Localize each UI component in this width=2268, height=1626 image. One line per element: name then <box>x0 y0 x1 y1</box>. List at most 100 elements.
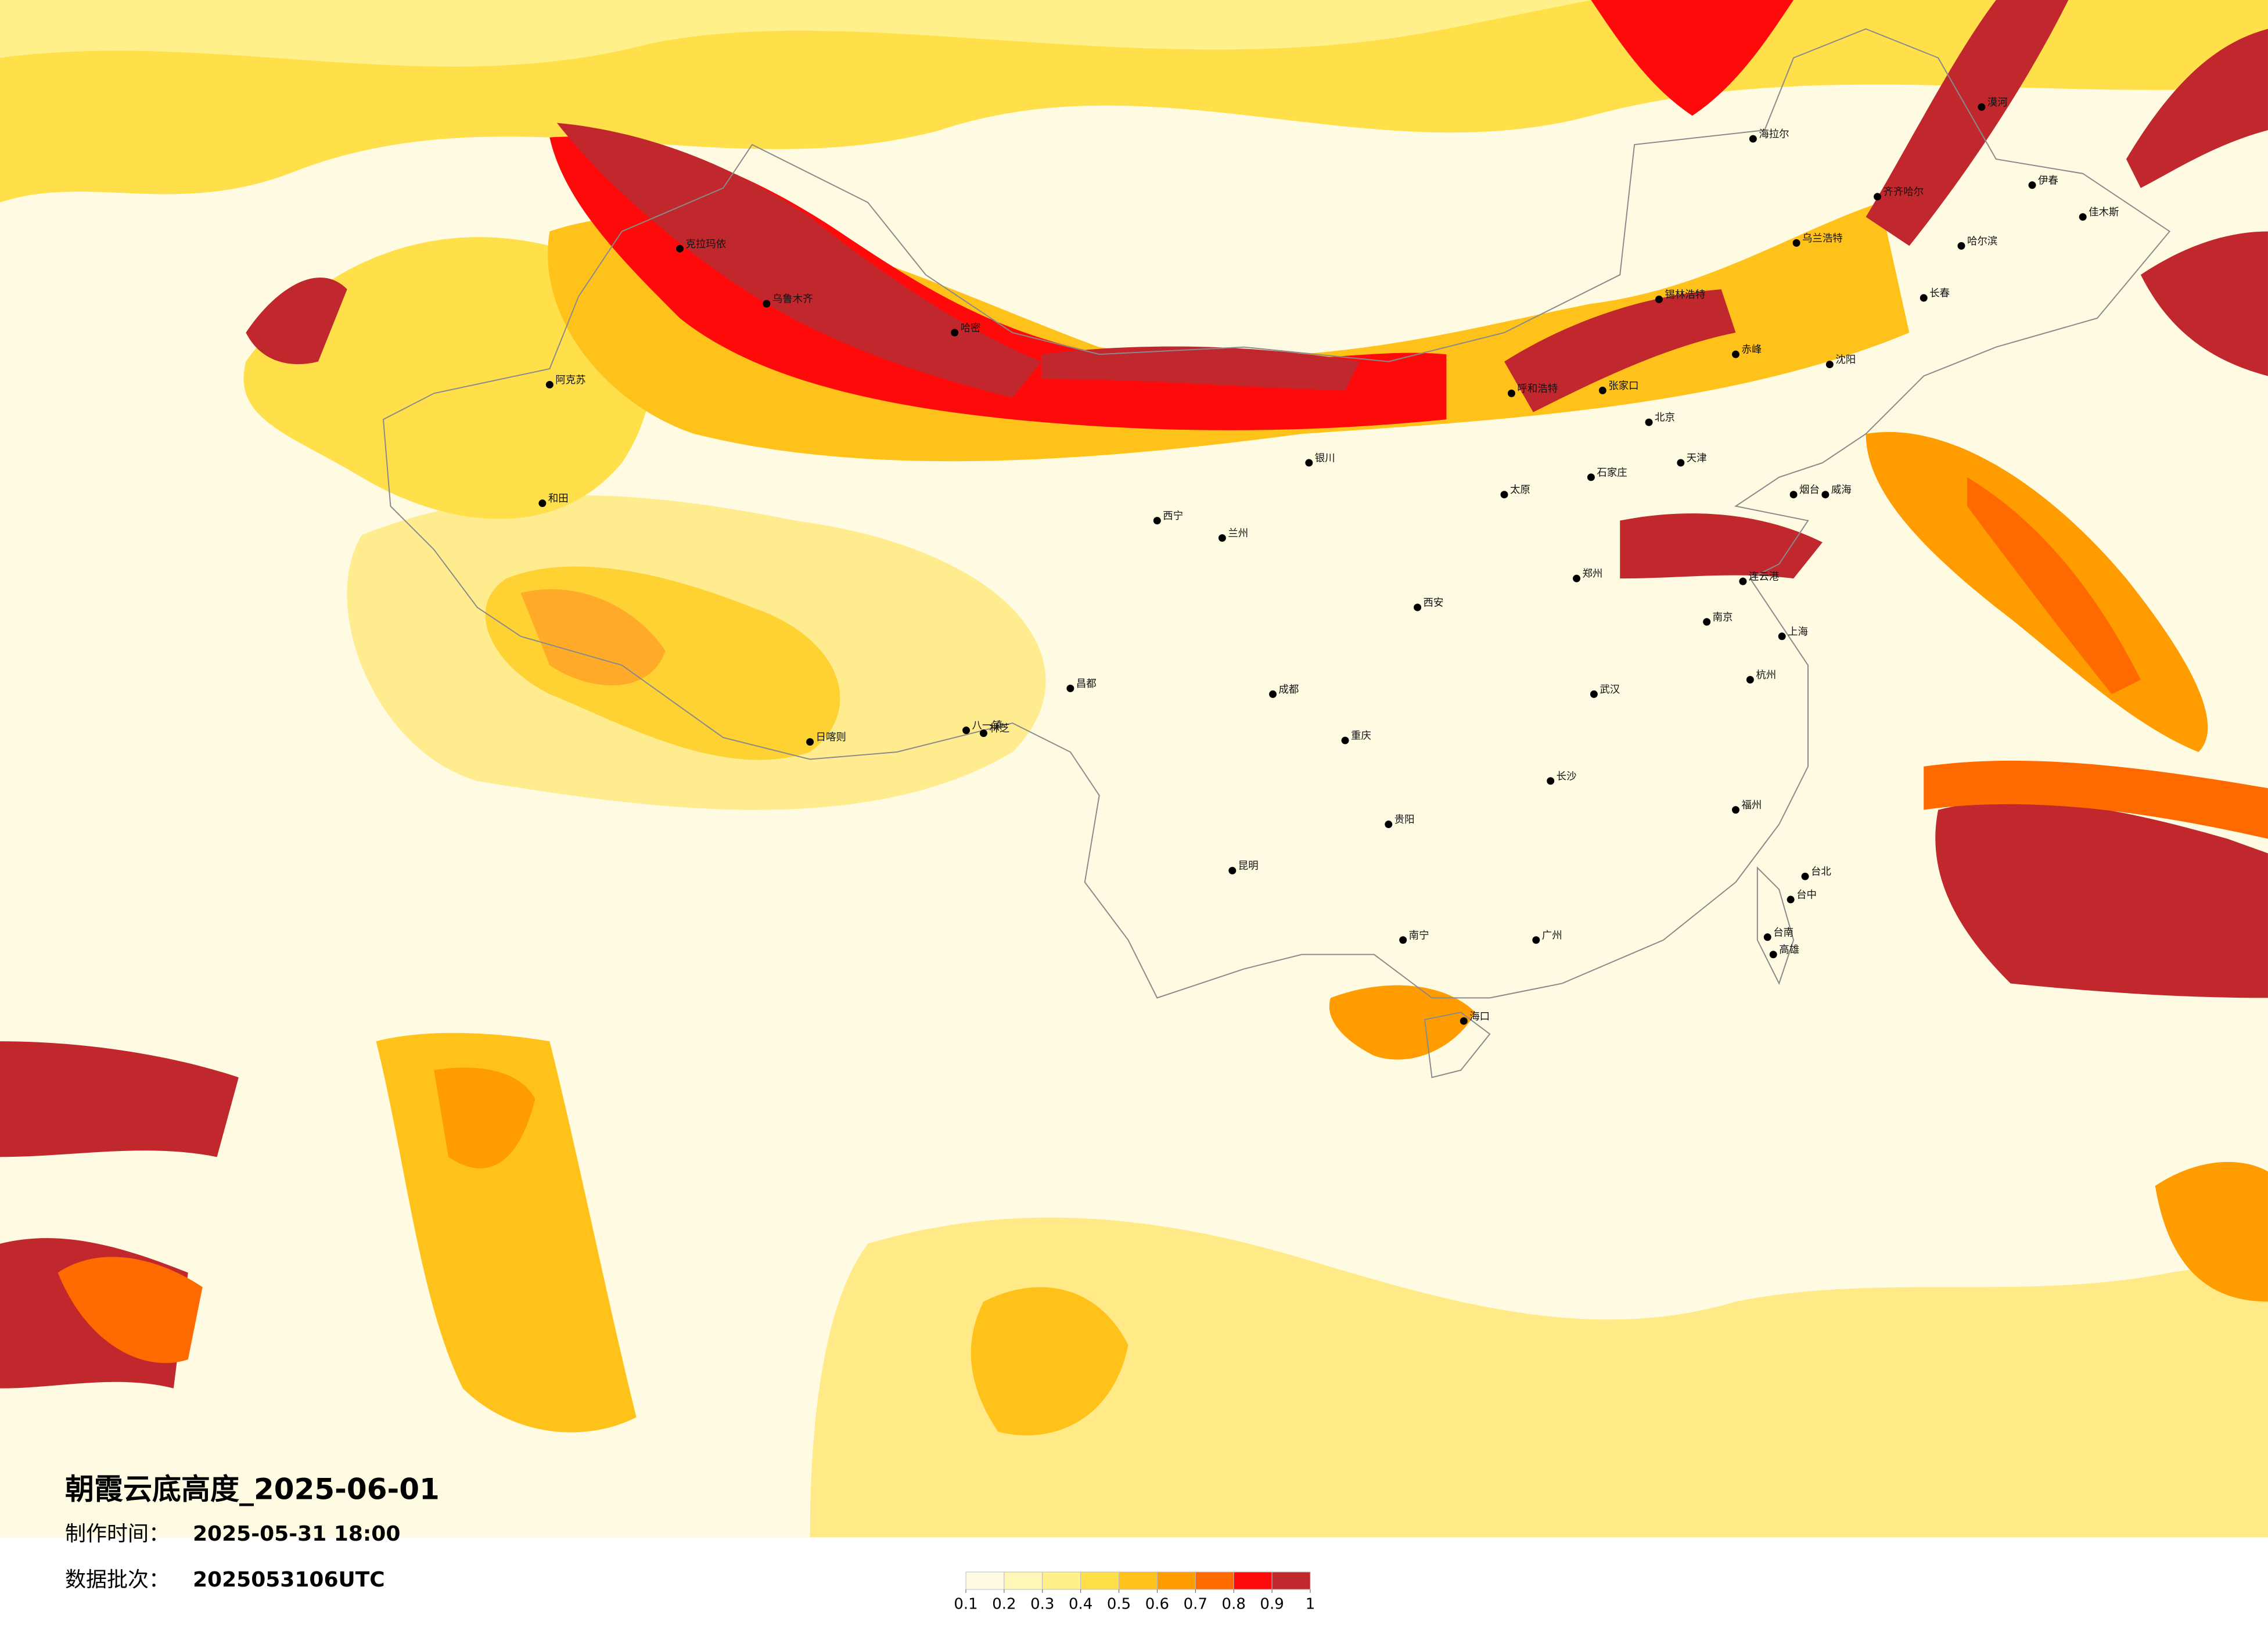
city-label: 贵阳 <box>1394 814 1415 826</box>
city-dot <box>1732 350 1739 358</box>
colorbar-segment <box>1233 1571 1273 1590</box>
city-label: 石家庄 <box>1597 467 1627 479</box>
city-dot <box>806 738 814 746</box>
city-label: 昌都 <box>1076 678 1097 690</box>
city-label: 西宁 <box>1163 510 1183 522</box>
colorbar-tick-label: 0.8 <box>1222 1596 1246 1613</box>
city-dot <box>1749 135 1757 143</box>
city-dot <box>676 244 684 253</box>
city-dot <box>1573 574 1581 582</box>
city-dot <box>1414 603 1422 611</box>
boundaries <box>382 28 2171 1078</box>
city-dot <box>1532 936 1540 944</box>
city-dot <box>1739 577 1747 585</box>
city-label: 连云港 <box>1749 571 1780 583</box>
city-label: 乌鲁木齐 <box>772 294 813 305</box>
made-time-label: 制作时间： <box>65 1522 170 1546</box>
city-label: 天津 <box>1687 452 1707 464</box>
city-dot <box>1732 806 1739 814</box>
city-dot <box>1305 459 1313 467</box>
city-label: 台北 <box>1811 866 1831 878</box>
city-label: 漠河 <box>1987 97 2008 109</box>
city-label: 克拉玛依 <box>685 239 726 250</box>
city-dot <box>2028 181 2036 189</box>
colorbar-tick-label: 0.1 <box>954 1596 977 1613</box>
city-label: 太原 <box>1510 484 1530 496</box>
city-label: 佳木斯 <box>2089 207 2119 218</box>
city-dot <box>1655 296 1663 303</box>
city-label: 哈尔滨 <box>1967 236 1997 247</box>
city-label: 张家口 <box>1608 380 1638 392</box>
city-dot <box>1385 821 1393 829</box>
city-dot <box>1746 676 1754 684</box>
city-dot <box>1341 736 1349 744</box>
city-dot <box>538 499 547 508</box>
city-label: 福州 <box>1741 800 1762 811</box>
colorbar-tick-label: 0.9 <box>1260 1596 1284 1613</box>
city-dot <box>545 380 553 388</box>
city-dot <box>763 300 771 308</box>
city-label: 日喀则 <box>816 732 846 743</box>
city-label: 台中 <box>1796 890 1817 901</box>
colorbar-segment <box>1271 1571 1311 1590</box>
city-dot <box>962 726 971 735</box>
city-label: 杭州 <box>1756 670 1776 681</box>
colorbar-tick-label: 1 <box>1306 1596 1315 1613</box>
colorbar: 0.1 0.2 0.3 0.4 0.5 0.6 0.7 0.8 0.9 1 <box>954 1571 1315 1613</box>
city-dot <box>1957 242 1965 250</box>
city-dot <box>1547 777 1555 785</box>
city-label: 赤峰 <box>1741 344 1762 356</box>
city-dot <box>1825 361 1834 369</box>
city-dot <box>1507 389 1515 397</box>
city-label: 成都 <box>1279 684 1299 696</box>
city-label: 齐齐哈尔 <box>1884 186 1924 198</box>
city-label: 银川 <box>1315 452 1335 464</box>
city-label: 广州 <box>1542 930 1562 941</box>
city-dot <box>1269 690 1277 698</box>
city-label: 高雄 <box>1779 944 1799 956</box>
city-label: 昆明 <box>1238 861 1259 872</box>
city-dot <box>1703 618 1711 626</box>
city-dot <box>1801 872 1809 880</box>
colorbar-tick-label: 0.4 <box>1069 1596 1092 1613</box>
city-dot <box>1590 690 1598 698</box>
city-dot <box>1460 1017 1468 1025</box>
city-dot <box>2079 213 2087 221</box>
city-dot <box>1787 895 1795 904</box>
city-dot <box>1399 936 1407 944</box>
colorbar-segment <box>1119 1571 1158 1590</box>
city-label: 呼和浩特 <box>1517 383 1558 395</box>
city-dot <box>951 329 959 337</box>
city-label: 武汉 <box>1600 684 1620 696</box>
cloud-field <box>0 0 2268 1538</box>
city-dot <box>1500 491 1508 499</box>
city-label: 八一镇 <box>972 720 1002 732</box>
city-dot <box>1228 866 1237 875</box>
batch: 2025053106UTC <box>193 1568 385 1592</box>
city-label: 乌兰浩特 <box>1802 233 1843 244</box>
colorbar-segment <box>1004 1571 1043 1590</box>
city-label: 台南 <box>1773 927 1793 938</box>
city-label: 锡林浩特 <box>1665 289 1705 301</box>
city-dot <box>1587 473 1595 481</box>
city-dot <box>1778 632 1786 641</box>
city-label: 威海 <box>1831 484 1852 496</box>
colorbar-tick-label: 0.6 <box>1145 1596 1169 1613</box>
city-label: 上海 <box>1788 626 1808 638</box>
map-title: 朝霞云底高度_2025-06-01 <box>65 1473 440 1506</box>
city-label: 沈阳 <box>1835 354 1856 366</box>
city-dot <box>1821 491 1830 499</box>
city-dot <box>1645 418 1653 426</box>
city-label: 兰州 <box>1228 528 1248 539</box>
city-dot <box>1677 459 1685 467</box>
colorbar-segment <box>1156 1571 1196 1590</box>
city-dot <box>1153 517 1161 525</box>
colorbar-tick-label: 0.5 <box>1107 1596 1131 1613</box>
colorbar-tick-label: 0.2 <box>992 1596 1016 1613</box>
city-label: 重庆 <box>1351 731 1371 742</box>
city-label: 西安 <box>1424 597 1444 609</box>
colorbar-segment <box>1042 1571 1081 1590</box>
city-dot <box>1066 684 1074 692</box>
city-label: 伊春 <box>2038 175 2058 186</box>
